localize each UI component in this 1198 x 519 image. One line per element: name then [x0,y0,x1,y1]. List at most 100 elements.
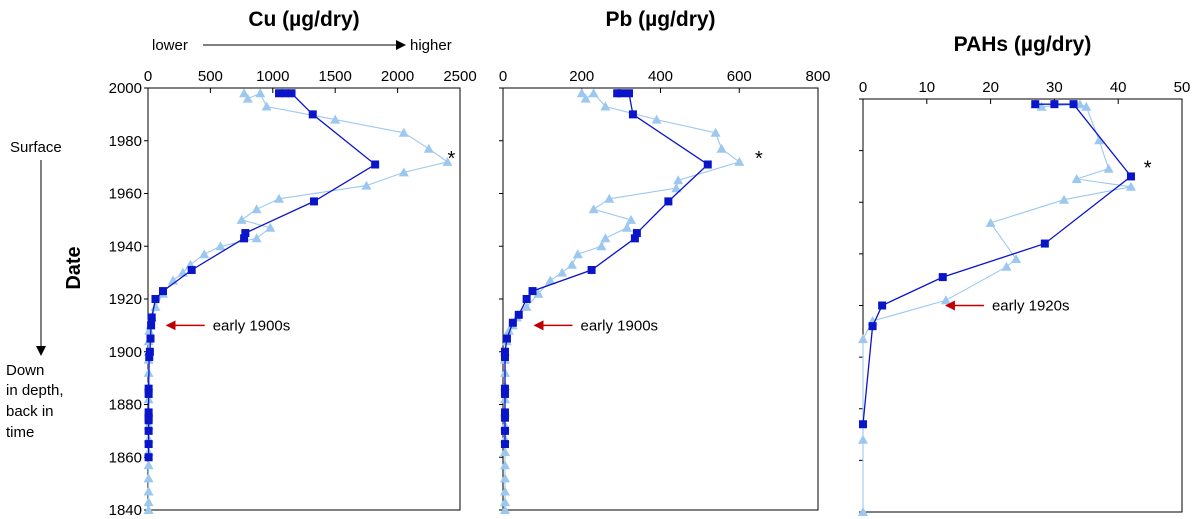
point-pahs-triangle-12 [940,295,951,305]
depth-label-3: back in [6,403,54,420]
point-cu-triangle-13 [265,222,276,232]
depth-label-1: Down [6,362,44,379]
point-pb-triangle-16 [572,249,583,259]
point-pahs-triangle-15 [858,434,868,444]
point-pb-square-14 [500,347,509,356]
peak-star-pb: * [755,148,763,170]
point-cu-square-1 [281,89,290,98]
point-pahs-triangle-11 [1001,261,1012,271]
point-pb-triangle-4 [651,114,662,124]
point-pb-triangle-35 [500,460,510,470]
point-cu-square-20 [144,416,153,425]
point-pahs-triangle-14 [858,334,868,344]
point-cu-triangle-11 [251,204,262,214]
point-pb-triangle-5 [710,127,721,137]
point-pb-square-17 [500,389,509,398]
point-cu-square-14 [145,347,154,356]
depth-label-2: in depth, [6,382,64,399]
point-pahs-triangle-9 [985,217,996,227]
point-pb-triangle-7 [734,156,745,166]
point-pb-square-4 [703,160,712,169]
point-pahs-square-2 [1069,100,1078,109]
point-pb-triangle-38 [500,497,510,507]
point-cu-square-18 [144,408,153,417]
point-pb-square-3 [628,110,637,119]
y-tick-label-7: 1980 [109,133,142,150]
point-pahs-triangle-10 [1011,254,1022,263]
point-cu-triangle-35 [143,460,154,470]
point-pb-triangle-18 [557,267,568,277]
x-tick-label-pahs-4: 40 [1110,79,1127,96]
x-tick-label-pahs-2: 20 [982,79,999,96]
y-tick-label-1: 1860 [109,449,142,466]
point-cu-square-17 [144,389,153,398]
point-pb-square-12 [508,318,517,327]
point-pahs-triangle-5 [1103,163,1114,173]
panel-cu: Cu (µg/dry) 0 500 1000 1500 2000 2500 1840 1860 1… [109,8,477,519]
x-tick-label-cu-4: 2000 [381,68,414,85]
point-pb-triangle-1 [580,93,591,103]
point-pb-triangle-36 [500,473,510,483]
point-cu-square-7 [240,234,249,243]
x-tick-label-cu-5: 2500 [443,68,476,85]
panel-pb: Pb (µg/dry) 0 200 400 600 800 early 1900s * [499,8,831,514]
point-cu-square-21 [144,426,153,435]
peak-star-cu: * [448,148,456,170]
y-tick-label-6: 1960 [109,186,142,203]
point-pb-square-19 [500,413,509,422]
point-cu-triangle-4 [330,114,341,124]
point-pahs-triangle-3 [1081,101,1092,111]
y-tick-label-3: 1900 [109,344,142,361]
x-tick-label-pahs-5: 50 [1174,79,1191,96]
point-pb-square-18 [500,408,509,417]
x-tick-label-cu-3: 1500 [319,68,352,85]
point-cu-square-15 [145,353,154,362]
x-tick-label-cu-2: 1000 [256,68,289,85]
scale-hint-lower: lower [152,37,188,54]
point-pb-triangle-24 [503,325,514,335]
point-pahs-triangle-1 [1036,101,1047,111]
point-pb-triangle-37 [500,486,510,496]
point-pahs-square-7 [868,322,877,331]
point-pb-triangle-3 [600,101,611,111]
point-pahs-square-6 [878,301,887,310]
point-cu-square-16 [144,384,153,393]
point-cu-triangle-2 [255,88,266,98]
point-pahs-triangle-4 [1094,135,1105,145]
y-tick-label-5: 1940 [109,238,142,255]
series-line-pb-square [504,92,709,445]
point-cu-triangle-3 [261,101,272,111]
point-pb-triangle-10 [604,193,615,203]
point-cu-triangle-21 [150,301,161,311]
point-pb-triangle-11 [588,204,599,214]
point-cu-square-4 [371,160,380,169]
point-cu-square-8 [187,265,196,274]
x-tick-label-pb-0: 0 [499,68,507,85]
x-tick-label-pb-4: 800 [805,68,830,85]
point-pb-square-7 [630,234,639,243]
point-pb-triangle-8 [673,175,684,185]
x-tick-label-pahs-0: 0 [859,79,867,96]
point-pahs-triangle-7 [1126,181,1136,191]
point-cu-triangle-37 [143,486,154,496]
point-pb-square-13 [502,334,511,343]
point-cu-triangle-1 [242,93,253,103]
point-cu-square-0 [275,89,284,98]
panel-pahs: PAHs (µg/dry) 0 10 20 30 40 50 early 1920s * [858,33,1190,516]
y-tick-label-8: 2000 [109,80,142,97]
y-tick-label-2: 1880 [109,397,142,414]
x-tick-label-pb-1: 200 [569,68,594,85]
point-pb-square-21 [500,440,509,449]
point-cu-square-12 [147,321,156,330]
point-pb-triangle-13 [622,222,632,232]
point-pb-square-20 [500,426,509,435]
point-pb-triangle-6 [716,143,727,153]
point-pb-square-10 [522,295,531,303]
panel-title-cu: Cu (µg/dry) [248,8,359,31]
point-cu-triangle-38 [143,497,154,507]
point-pahs-square-8 [859,420,867,429]
scale-hint-higher: higher [410,37,452,54]
point-pahs-triangle-16 [858,507,868,516]
point-cu-square-10 [151,295,160,303]
